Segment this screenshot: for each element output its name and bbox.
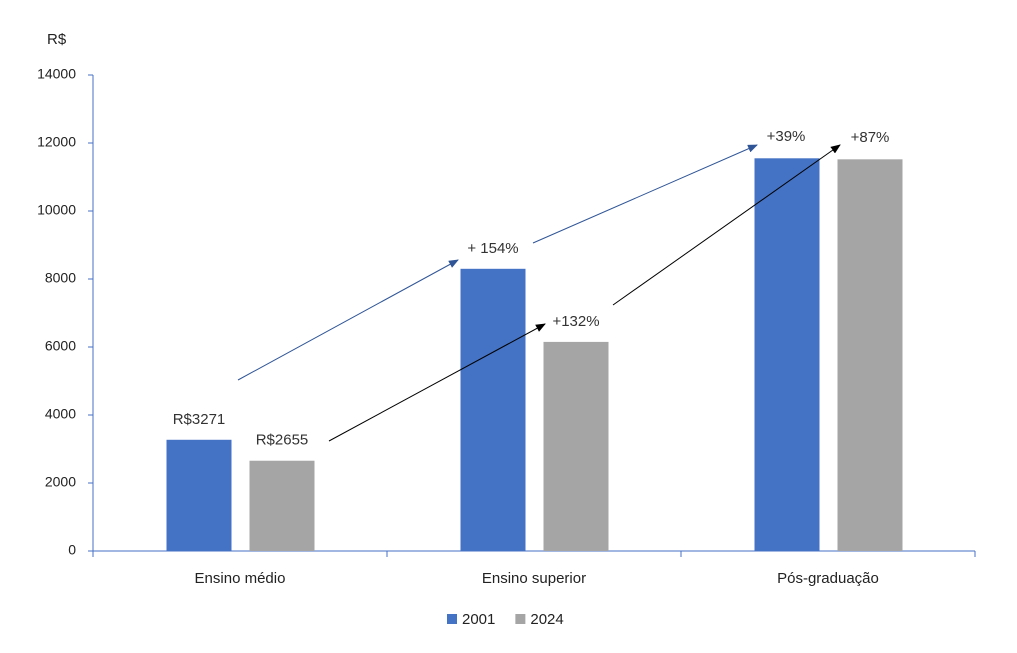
legend-swatch (515, 614, 526, 624)
y-tick-label: 8000 (45, 270, 76, 286)
y-tick-label: 0 (68, 542, 76, 558)
legend-label: 2001 (462, 611, 495, 628)
x-tick-label: Ensino superior (482, 570, 586, 587)
value-label: R$2655 (256, 432, 309, 449)
y-tick-label: 2000 (45, 474, 76, 490)
annotation: +132% (552, 313, 599, 330)
bar (543, 341, 609, 551)
bar (754, 158, 820, 552)
growth-arrow (532, 144, 758, 244)
legend-label: 2024 (530, 611, 563, 628)
y-tick-label: 10000 (37, 202, 76, 218)
bar (460, 268, 526, 551)
x-tick-label: Pós-graduação (777, 570, 879, 587)
x-tick-label: Ensino médio (195, 570, 286, 587)
growth-arrow (237, 259, 459, 381)
y-tick-label: 4000 (45, 406, 76, 422)
y-tick-label: 14000 (37, 66, 76, 82)
bar (166, 439, 232, 551)
y-axis-label: R$ (47, 31, 67, 48)
legend-swatch (447, 614, 457, 624)
annotation: + 154% (467, 240, 518, 257)
value-label: R$3271 (173, 411, 226, 428)
bar (837, 159, 903, 551)
growth-arrow (612, 144, 841, 306)
growth-arrow (328, 323, 546, 442)
y-tick-label: 12000 (37, 134, 76, 150)
annotation: +39% (767, 128, 806, 145)
bar (249, 460, 315, 551)
annotation: +87% (851, 129, 890, 146)
y-tick-label: 6000 (45, 338, 76, 354)
